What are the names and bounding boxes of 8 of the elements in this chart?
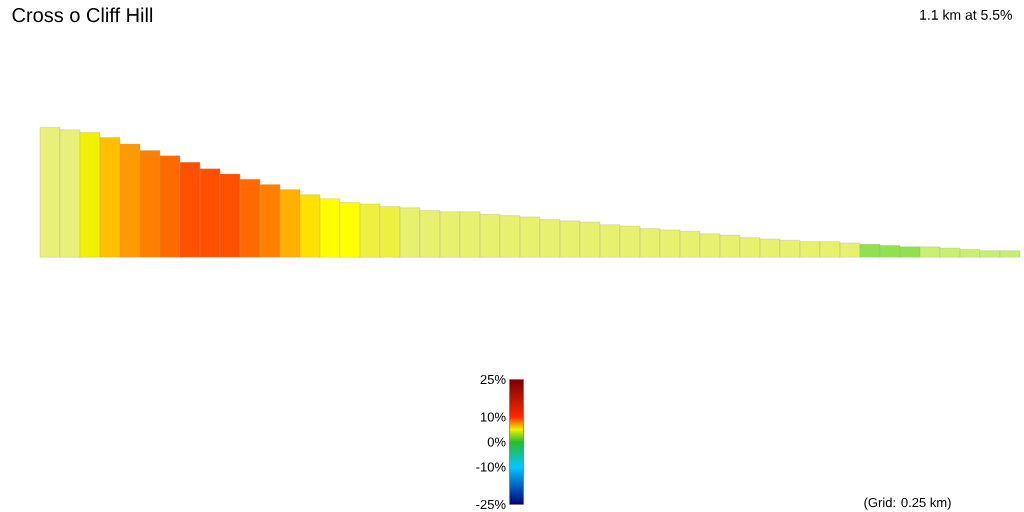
chart-title: Cross o Cliff Hill [12,7,153,23]
text: (Grid: 0.25 km) [864,497,951,510]
color-bar-label: 25% [480,374,506,385]
color-bar-label: 10% [480,412,506,422]
chart-subtitle: 1.1 km at 5.5% [920,9,1012,20]
color-bar-label: -10% [476,462,506,472]
color-bar-label: -25% [476,499,506,510]
color-bar-label: 0% [487,437,506,447]
